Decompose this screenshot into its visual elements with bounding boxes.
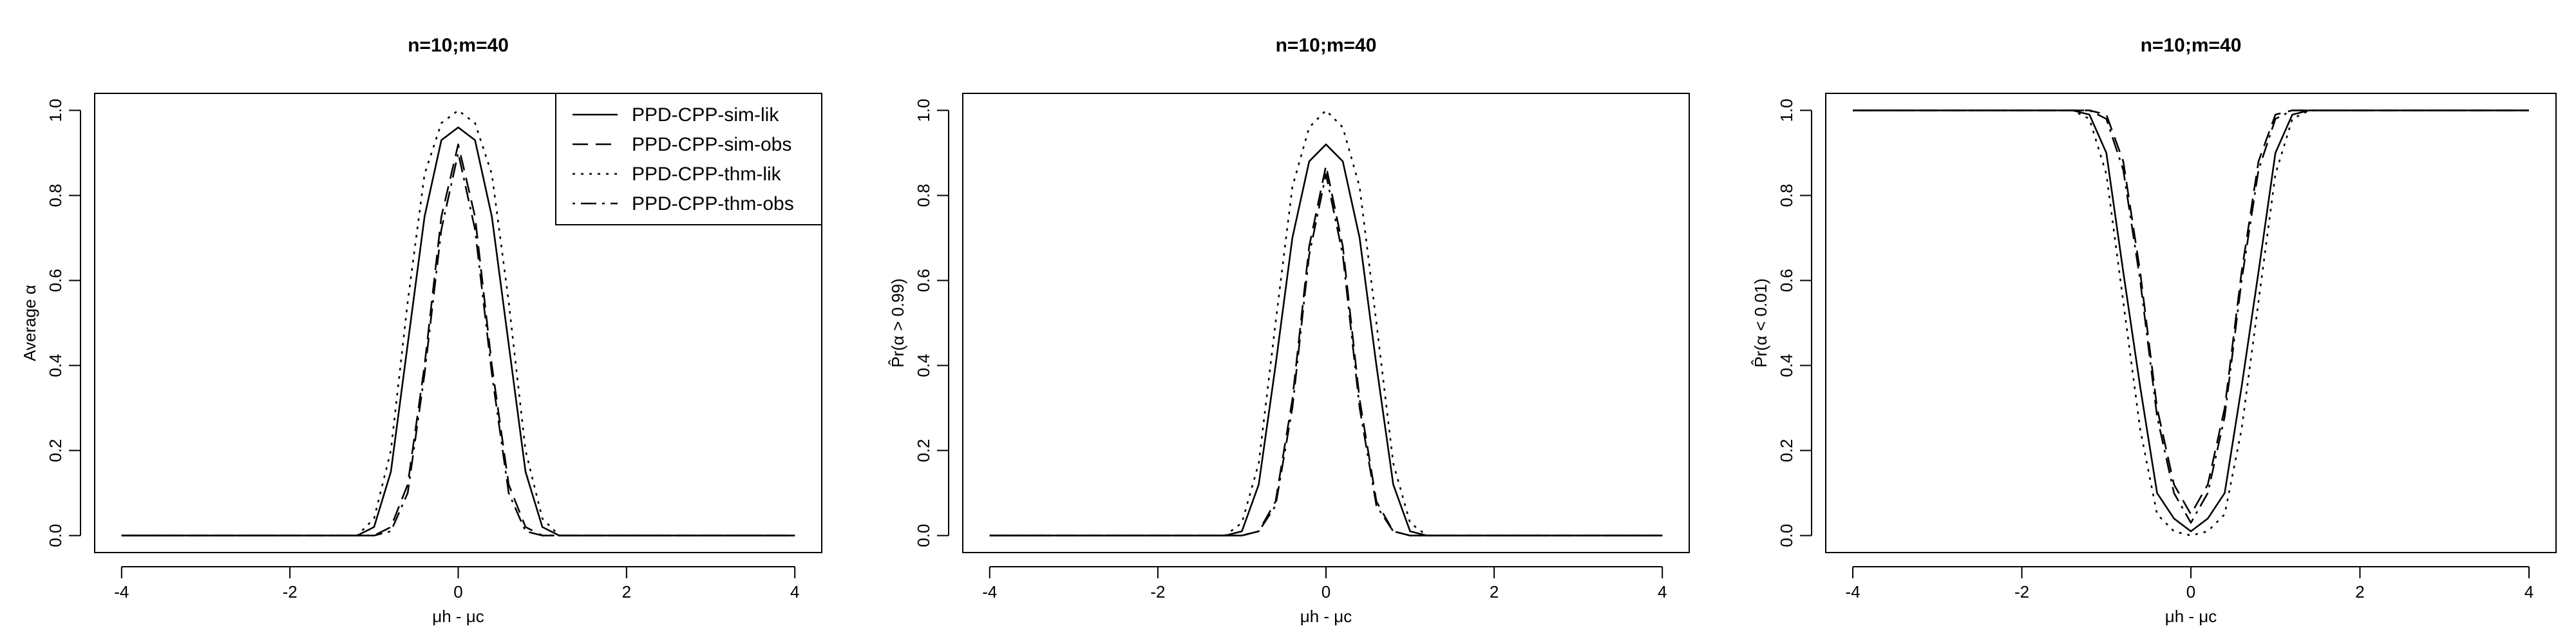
y-tick-label: 0.4 [1777,354,1796,377]
x-tick-label: 4 [2524,582,2533,601]
y-tick-label: 0.2 [46,439,65,462]
y-tick-label: 0.8 [46,184,65,207]
plot-box [94,93,822,553]
y-tick-label: 1.0 [914,99,933,122]
y-axis-label: P̂r(α > 0.99) [888,278,907,368]
x-tick-label: 4 [790,582,799,601]
plot-box [962,93,1690,553]
x-tick-label: -4 [114,582,129,601]
y-tick-label: 0.0 [1777,524,1796,547]
x-tick-label: 2 [622,582,631,601]
chart-title: n=10;m=40 [408,35,509,56]
y-tick-label: 0.6 [914,269,933,292]
y-tick-label: 0.8 [1777,184,1796,207]
y-tick-label: 0.2 [1777,439,1796,462]
x-tick-label: -2 [1150,582,1165,601]
panel: n=10;m=40 -4 -2 0 2 4 μh - μc 0.0 0.2 0.4 0.6 0.8 1.… [888,35,1690,626]
y-tick-label: 0.4 [46,354,65,377]
series-line [989,143,1663,536]
series-line [1853,109,2529,533]
x-tick-label: -2 [2014,582,2029,601]
x-tick-label: 0 [2186,582,2195,601]
y-axis-label: Average α [20,285,39,361]
panel: n=10;m=40 -4 -2 0 2 4 μh - μc 0.0 0.2 0.4 0.6 0.8 1.… [1751,35,2557,626]
x-tick-label: -2 [283,582,298,601]
y-tick-label: 0.2 [914,439,933,462]
y-tick-label: 0.6 [46,269,65,292]
y-tick-label: 1.0 [46,99,65,122]
chart-title: n=10;m=40 [1276,35,1377,56]
x-tick-label: 0 [453,582,462,601]
x-tick-label: 0 [1321,582,1331,601]
x-tick-label: 2 [1490,582,1499,601]
legend-label: PPD-CPP-thm-lik [632,164,782,185]
x-axis-label: μh - μc [432,607,484,626]
x-tick-label: 2 [2355,582,2364,601]
legend-label: PPD-CPP-sim-lik [632,104,779,126]
series-line [989,164,1663,536]
x-tick-label: 4 [1658,582,1667,601]
series-line [1853,109,2529,515]
series-line [121,152,795,536]
chart-title: n=10;m=40 [2141,35,2242,56]
panel: n=10;m=40 -4 -2 0 2 4 μh - μc 0.0 0.2 0.4 0.6 0.8 1.… [20,35,822,626]
legend-label: PPD-CPP-sim-obs [632,134,791,155]
legend-label: PPD-CPP-thm-obs [632,193,794,214]
series-line [1853,109,2529,536]
x-tick-label: -4 [1845,582,1860,601]
legend: PPD-CPP-sim-lik PPD-CPP-sim-obs PPD-CPP-th… [555,93,822,225]
y-axis-label: P̂r(α < 0.01) [1751,278,1770,368]
x-tick-label: -4 [982,582,997,601]
series-line [989,173,1663,536]
y-tick-label: 0.6 [1777,269,1796,292]
y-tick-label: 0.0 [914,524,933,547]
y-tick-label: 0.8 [914,184,933,207]
series-line [1853,109,2529,524]
y-tick-label: 1.0 [1777,99,1796,122]
x-axis-label: μh - μc [1300,607,1352,626]
y-tick-label: 0.4 [914,354,933,377]
y-tick-label: 0.0 [46,524,65,547]
x-axis-label: μh - μc [2165,607,2217,626]
plot-box [1825,93,2557,553]
